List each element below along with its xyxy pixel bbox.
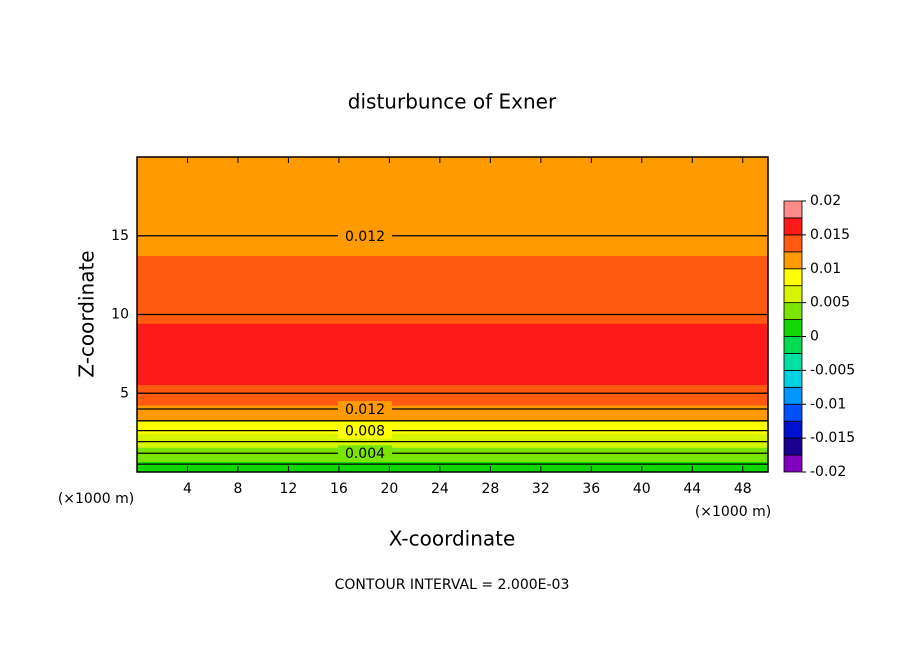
contour-label-bg [338, 227, 392, 244]
contour-fill [137, 384, 768, 394]
x-tick-label: 28 [481, 481, 499, 497]
x-tick-label: 48 [734, 481, 752, 497]
contour-label: 0.008 [345, 424, 385, 440]
x-tick-label: 12 [280, 481, 298, 497]
x-tick-label: 40 [633, 481, 651, 497]
contour-fill [137, 255, 768, 284]
contour-fill [137, 157, 768, 189]
x-axis-label: X-coordinate [389, 527, 516, 551]
contour-label-bg [338, 422, 392, 439]
colorbar-swatch [783, 353, 803, 371]
colorbar-swatch [783, 285, 803, 304]
contour-fill [137, 416, 768, 422]
contour-fill [137, 314, 768, 324]
contour-label: 0.004 [345, 446, 385, 462]
contour-fill [137, 461, 768, 465]
contour-label: 0.012 [345, 229, 385, 245]
contour-fill [137, 393, 768, 406]
contour-label-bg [338, 401, 392, 417]
x-unit-label: (×1000 m) [695, 504, 771, 520]
colorbar-tick-label: 0.005 [810, 295, 850, 311]
contour-fill [137, 405, 768, 410]
colorbar-tick-label: 0.01 [810, 261, 841, 277]
contour-fill [137, 283, 768, 315]
x-tick-label: 32 [532, 481, 550, 497]
x-tick-label: 20 [380, 481, 398, 497]
y-tick-label: 10 [111, 307, 129, 323]
y-tick-label: 15 [111, 228, 129, 244]
colorbar-tick-label: -0.02 [810, 464, 846, 480]
y-tick-label: 5 [120, 385, 129, 401]
contour-fill [137, 235, 768, 256]
x-tick-label: 44 [683, 481, 701, 497]
colorbar-tick-label: 0 [810, 329, 819, 345]
contour-fill [137, 432, 768, 434]
colorbar-tick-label: -0.005 [810, 362, 855, 378]
colorbar-swatch [783, 200, 803, 219]
chart-title: disturbunce of Exner [348, 90, 557, 114]
y-axis-label: Z-coordinate [75, 250, 99, 377]
x-tick-label: 4 [183, 481, 192, 497]
colorbar-swatch [783, 302, 803, 320]
contour-fill [137, 377, 768, 385]
contour-fill [137, 424, 768, 434]
contour-fill [137, 188, 768, 237]
x-tick-label: 24 [431, 481, 449, 497]
contour-fill [137, 447, 768, 449]
contour-label: 0.012 [345, 402, 385, 418]
colorbar-swatch [783, 336, 803, 354]
colorbar-tick-label: 0.02 [810, 193, 841, 209]
colorbar-swatch [783, 251, 803, 270]
contour-fill [137, 330, 768, 378]
contour-label-bg [338, 445, 392, 462]
x-tick-label: 36 [582, 481, 600, 497]
colorbar-swatch [783, 437, 803, 456]
contour-fill [137, 456, 768, 462]
contour-fill [137, 448, 768, 457]
contour-fill [137, 433, 768, 441]
colorbar-swatch [783, 234, 803, 253]
x-unit-label: (×1000 m) [58, 491, 134, 507]
contour-fill [137, 420, 768, 426]
colorbar-swatch [783, 420, 803, 439]
contour-fill [137, 323, 768, 331]
x-tick-label: 16 [330, 481, 348, 497]
colorbar-swatch [783, 386, 803, 405]
colorbar-tick-label: -0.01 [810, 396, 846, 412]
colorbar-tick-label: -0.015 [810, 430, 855, 446]
colorbar-swatch [783, 454, 803, 473]
colorbar-swatch [783, 369, 803, 388]
colorbar-swatch [783, 319, 803, 337]
contour-fill [137, 464, 768, 473]
contour-fill [137, 409, 768, 418]
colorbar-swatch [783, 217, 803, 236]
colorbar-swatch [783, 403, 803, 422]
colorbar-tick-label: 0.015 [810, 227, 850, 243]
contour-fill [137, 440, 768, 448]
colorbar-swatch [783, 268, 803, 287]
x-tick-label: 8 [233, 481, 242, 497]
footer-note: CONTOUR INTERVAL = 2.000E-03 [335, 577, 570, 593]
